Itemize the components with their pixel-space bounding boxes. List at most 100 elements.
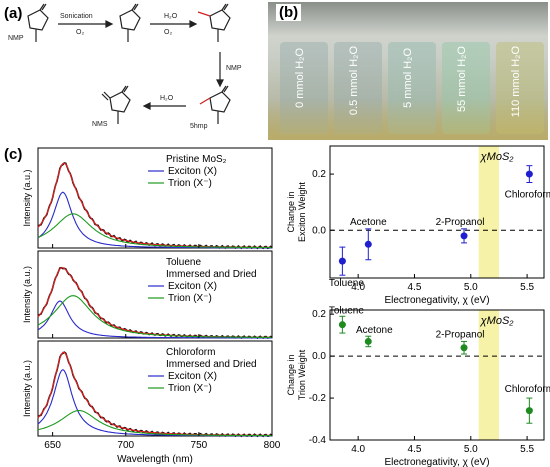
molecule-label-1: NMP [8,35,24,42]
spectrum-title: Toluene [166,257,201,268]
y-tick-label: -0.4 [309,435,327,446]
arrow-4-top: H₂O [160,95,174,102]
point-label: 2-Propanol [436,329,485,340]
data-point [338,321,346,329]
spectrum-title: Immersed and Dried [166,269,257,280]
arrow-1-top: Sonication [60,13,93,20]
vial-label-5: 110 mmol H₂O [510,46,522,118]
spectrum-xtick: 700 [117,440,134,451]
spectrum-ylabel: Intensity (a.u.) [22,360,32,417]
trion-curve [37,409,272,437]
molecule-hydroperoxide [197,3,231,42]
x-tick-label: 4.5 [408,444,422,455]
legend-trion: Trion (X⁻) [168,383,212,394]
spectrum-frame [37,340,273,437]
molecule-radical [119,3,141,42]
x-axis-label: Electronegativity, χ (eV) [384,295,489,306]
molecule-5hmp [199,85,231,124]
x-tick-label: 5.0 [464,282,478,293]
molecule-nms [101,85,131,124]
spectrum-frame [37,147,273,249]
x-tick-label: 4.5 [408,282,422,293]
spectrum-title: Pristine MoS₂ [166,154,227,165]
point-label: Acetone [350,217,387,228]
spectrum-xtick: 650 [44,440,61,451]
vial-label-3: 5 mmol H₂O [402,48,414,108]
measured-curve [37,161,273,250]
exciton-curve [37,300,272,339]
data-point [525,170,533,178]
weight-charts: χMoS₂ 4.0 4.5 5.0 5.5 0.0 0.2 Electronegativity… [286,145,550,467]
y-axis-label-1: Change in [286,354,296,395]
y-tick-label: 0.2 [312,309,326,320]
point-label: Toluene [329,305,364,316]
arrow-2-bottom: O₂ [164,29,172,36]
arrow-2-top: H₂O [164,13,178,20]
y-axis-label-2: Trion Weight [297,349,307,400]
data-point [338,257,346,265]
band-label: χMoS₂ [480,151,515,163]
point-label: Chloroform [505,384,550,395]
x-tick-label: 4.0 [351,282,365,293]
spectrum-ylabel: Intensity (a.u.) [22,266,32,323]
exciton-curve [37,191,272,249]
legend-exciton: Exciton (X) [168,281,217,292]
data-point [460,232,468,240]
y-tick-label: 0.0 [312,225,326,236]
panel-c-label: (c) [4,146,23,163]
weight-chart-2: χMoS₂ 4.0 4.5 5.0 5.5 -0.4 -0.2 0.0 0.2 Electrone… [286,305,550,467]
y-tick-label: -0.2 [309,393,327,404]
mos2-band [478,146,499,278]
panel-b-label: (b) [276,4,302,21]
vial-label-4: 55 mmol H₂O [456,46,468,113]
molecule-nmp [27,3,49,42]
molecule-label-4: 5hmp [190,123,208,130]
point-label: Acetone [356,325,393,336]
trion-curve [37,295,272,338]
weight-chart-1: χMoS₂ 4.0 4.5 5.0 5.5 0.0 0.2 Electronegativity… [286,145,550,306]
band-label: χMoS₂ [480,315,515,327]
trion-curve [37,213,272,249]
x-tick-label: 5.5 [520,282,534,293]
y-tick-label: 0.0 [312,351,326,362]
spectrum-title: Immersed and Dried [166,359,257,370]
spectrum-ylabel: Intensity (a.u.) [22,169,32,226]
fit-curve [37,162,273,248]
exciton-curve [37,369,272,437]
spectrum-xtick: 800 [264,440,281,451]
legend-exciton: Exciton (X) [168,166,217,177]
arrow-3-top: NMP [226,65,242,72]
vial-label-2: 0.5 mmol H₂O [348,46,360,116]
molecule-label-5: NMS [92,121,108,128]
point-label: Chloroform [505,190,550,201]
data-point [364,240,372,248]
spectrum-frame [37,250,273,339]
x-axis-label: Electronegativity, χ (eV) [384,457,489,467]
y-axis-label-1: Change in [286,191,296,232]
legend-trion: Trion (X⁻) [168,178,212,189]
legend-exciton: Exciton (X) [168,371,217,382]
mos2-band [478,310,499,440]
chart-frame [329,145,545,279]
data-point [525,407,533,415]
x-tick-label: 5.5 [520,444,534,455]
chart-frame [329,309,545,441]
y-axis-label-2: Exciton Weight [297,182,307,242]
vial-label-1: 0 mmol H₂O [294,48,306,108]
point-label: 2-Propanol [436,217,485,228]
panel-a-label: (a) [4,5,22,22]
arrow-1-bottom: O₂ [76,29,84,36]
data-point [364,337,372,345]
legend-trion: Trion (X⁻) [168,293,212,304]
data-point [460,344,468,352]
reaction-scheme: (a) [4,3,242,130]
x-tick-label: 4.0 [351,444,365,455]
spectrum-title: Chloroform [166,347,215,358]
y-tick-label: 0.2 [312,169,326,180]
point-label: Toluene [329,278,364,289]
x-tick-label: 5.0 [464,444,478,455]
